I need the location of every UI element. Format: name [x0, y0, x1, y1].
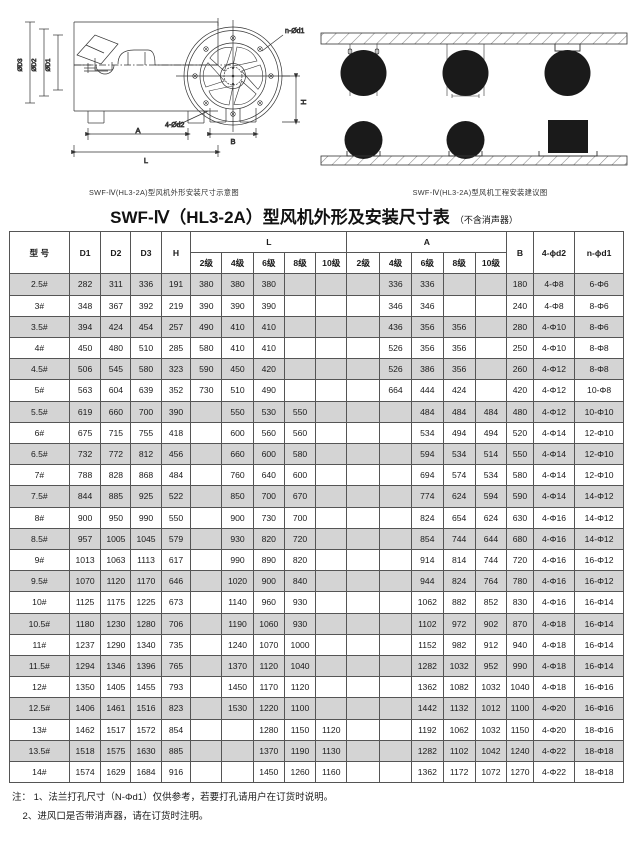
svg-text:L: L: [144, 156, 148, 165]
svg-text:B: B: [230, 137, 235, 146]
svg-text:ØD3: ØD3: [17, 58, 24, 71]
svg-text:A: A: [135, 126, 140, 135]
svg-text:H: H: [299, 99, 308, 104]
svg-text:ØD1: ØD1: [45, 58, 52, 71]
svg-text:ØD2: ØD2: [31, 58, 38, 71]
svg-text:n-Ød1: n-Ød1: [285, 28, 305, 35]
